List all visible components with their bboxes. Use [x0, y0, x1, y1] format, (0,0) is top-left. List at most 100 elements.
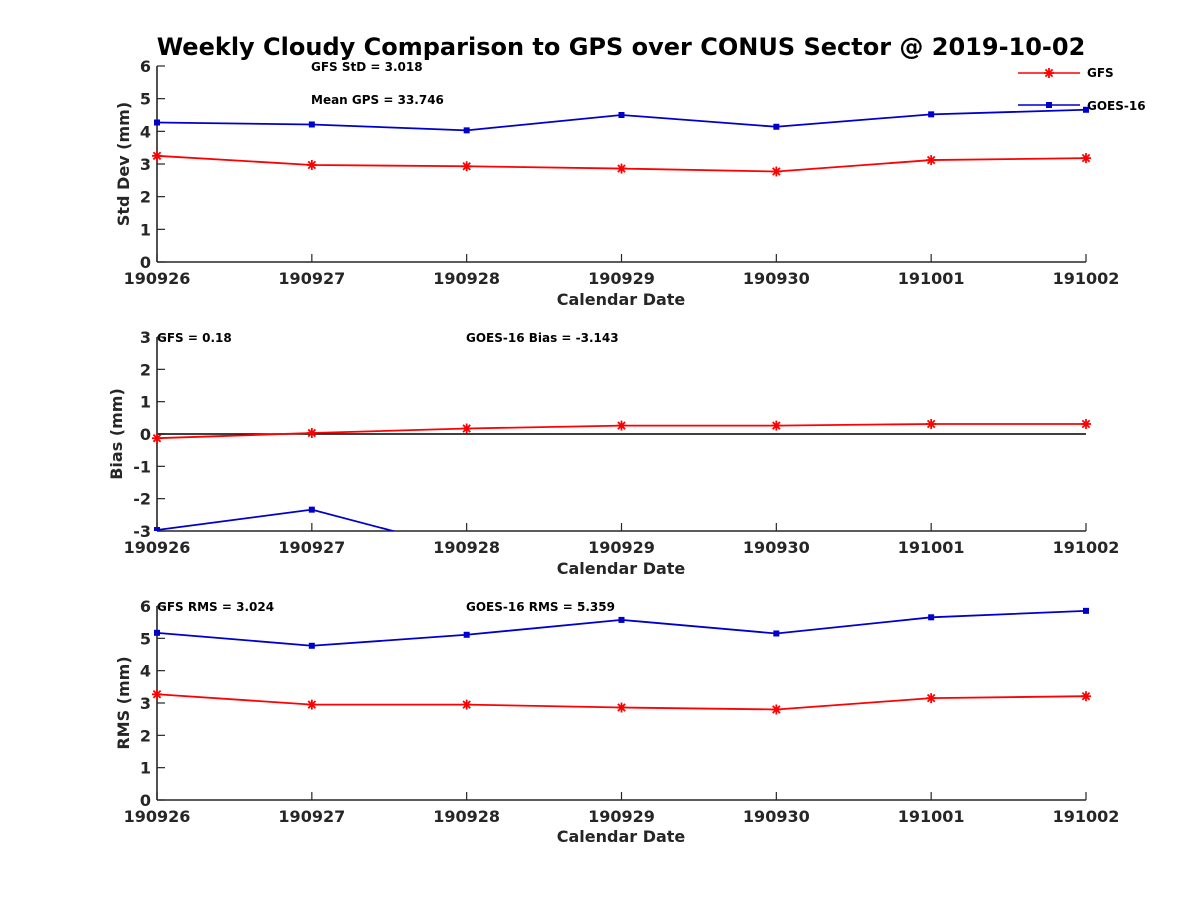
series-line-goes-16: [156, 609, 1087, 647]
series-goes-16: [154, 506, 1089, 563]
x-tick-label: 190930: [743, 269, 810, 288]
data-point-goes-16: [618, 112, 625, 118]
data-point-gfs: [926, 418, 937, 429]
y-tick-label: 2: [140, 188, 151, 207]
y-tick-label: 0: [140, 253, 151, 272]
x-axis-label: Calendar Date: [557, 559, 686, 578]
y-tick-label: 6: [140, 597, 151, 616]
data-point-gfs: [616, 163, 627, 174]
data-point-gfs: [152, 150, 162, 161]
data-point-goes-16: [154, 527, 160, 531]
x-tick-label: 190929: [588, 269, 655, 288]
series-goes-16: [154, 106, 1089, 134]
y-tick-label: 5: [140, 629, 151, 648]
panel-std-dev: GFS StD = 3.018 Mean GPS = 33.746 GFS GO…: [114, 57, 1146, 309]
data-point-goes-16: [154, 119, 160, 126]
data-point-gfs: [306, 428, 317, 439]
data-point-gfs: [152, 433, 162, 444]
y-tick-label: 2: [140, 726, 151, 745]
x-tick-label: 190927: [278, 269, 345, 288]
y-tick-label: 3: [140, 155, 151, 174]
data-point-gfs: [152, 689, 162, 700]
y-tick-label: 1: [140, 220, 151, 239]
data-point-goes-16: [154, 629, 160, 636]
data-point-goes-16: [928, 614, 935, 621]
y-tick-label: 1: [140, 393, 151, 412]
legend-goes16-label: GOES-16: [1087, 99, 1146, 113]
y-axis-label: Std Dev (mm): [114, 102, 133, 226]
x-tick-label: 190926: [124, 538, 191, 557]
x-tick-label: 190926: [124, 269, 191, 288]
data-point-goes-16: [463, 127, 470, 134]
series-gfs: [152, 689, 1091, 715]
data-point-goes-16: [463, 631, 470, 638]
y-tick-label: 0: [140, 425, 151, 444]
data-point-goes-16: [1083, 607, 1089, 614]
data-point-gfs: [771, 704, 782, 715]
series-gfs: [152, 418, 1091, 444]
x-tick-label: 190926: [124, 807, 191, 826]
data-point-gfs: [771, 166, 782, 177]
x-tick-label: 190928: [433, 538, 500, 557]
x-tick-label: 190930: [743, 807, 810, 826]
data-point-gfs: [306, 159, 317, 170]
x-axis-label: Calendar Date: [557, 827, 686, 846]
x-tick-label: 190927: [278, 538, 345, 557]
x-tick-label: 190929: [588, 807, 655, 826]
data-point-gfs: [926, 693, 937, 704]
data-point-goes-16: [773, 123, 780, 130]
data-point-gfs: [1081, 418, 1091, 429]
data-point-goes-16: [618, 616, 625, 623]
y-tick-label: 3: [140, 328, 151, 347]
annotation-goes16-bias: GOES-16 Bias = -3.143: [466, 331, 619, 345]
panel-rms: GFS RMS = 3.024 GOES-16 RMS = 5.359 RMS …: [114, 597, 1119, 846]
annotation-goes16-rms: GOES-16 RMS = 5.359: [466, 600, 615, 614]
y-tick-label: 3: [140, 694, 151, 713]
legend-goes16-marker: [1046, 102, 1052, 108]
data-point-goes-16: [773, 630, 780, 637]
y-axis-label: Bias (mm): [107, 388, 126, 480]
panel-bias: GFS = 0.18 GOES-16 Bias = -3.143 Bias (m…: [107, 328, 1119, 578]
y-tick-label: 6: [140, 57, 151, 76]
annotation-gfs-bias: GFS = 0.18: [157, 331, 232, 345]
legend-gfs-marker: [1044, 68, 1054, 78]
data-point-goes-16: [308, 506, 315, 513]
data-point-gfs: [1081, 153, 1091, 164]
data-point-gfs: [461, 699, 472, 710]
x-tick-label: 190929: [588, 538, 655, 557]
series-goes-16: [154, 607, 1089, 649]
data-point-goes-16: [308, 642, 315, 649]
data-point-gfs: [461, 423, 472, 434]
data-point-goes-16: [1083, 106, 1089, 113]
annotation-mean-gps: Mean GPS = 33.746: [311, 93, 444, 107]
x-tick-label: 191002: [1053, 269, 1120, 288]
y-tick-label: 1: [140, 759, 151, 778]
y-tick-label: -1: [133, 457, 151, 476]
x-tick-label: 190927: [278, 807, 345, 826]
data-point-gfs: [461, 161, 472, 172]
series-gfs: [152, 150, 1091, 177]
x-tick-label: 190930: [743, 538, 810, 557]
x-tick-label: 190928: [433, 269, 500, 288]
y-tick-label: 4: [140, 662, 151, 681]
data-point-gfs: [926, 155, 937, 166]
y-tick-label: 2: [140, 360, 151, 379]
annotation-gfs-std: GFS StD = 3.018: [311, 60, 423, 74]
data-point-goes-16: [308, 121, 315, 128]
legend: GFS GOES-16: [1018, 66, 1146, 113]
y-tick-label: 0: [140, 791, 151, 810]
x-tick-label: 191001: [898, 807, 965, 826]
x-tick-label: 190928: [433, 807, 500, 826]
annotation-gfs-rms: GFS RMS = 3.024: [157, 600, 274, 614]
data-point-goes-16: [928, 111, 935, 118]
data-point-gfs: [616, 702, 627, 713]
x-axis-label: Calendar Date: [557, 290, 686, 309]
data-point-gfs: [771, 420, 782, 431]
y-tick-label: 4: [140, 122, 151, 141]
data-point-gfs: [616, 420, 627, 431]
x-tick-label: 191001: [898, 269, 965, 288]
data-point-goes-16: [1083, 557, 1089, 563]
y-tick-label: -2: [133, 490, 151, 509]
y-tick-label: -3: [133, 522, 151, 541]
